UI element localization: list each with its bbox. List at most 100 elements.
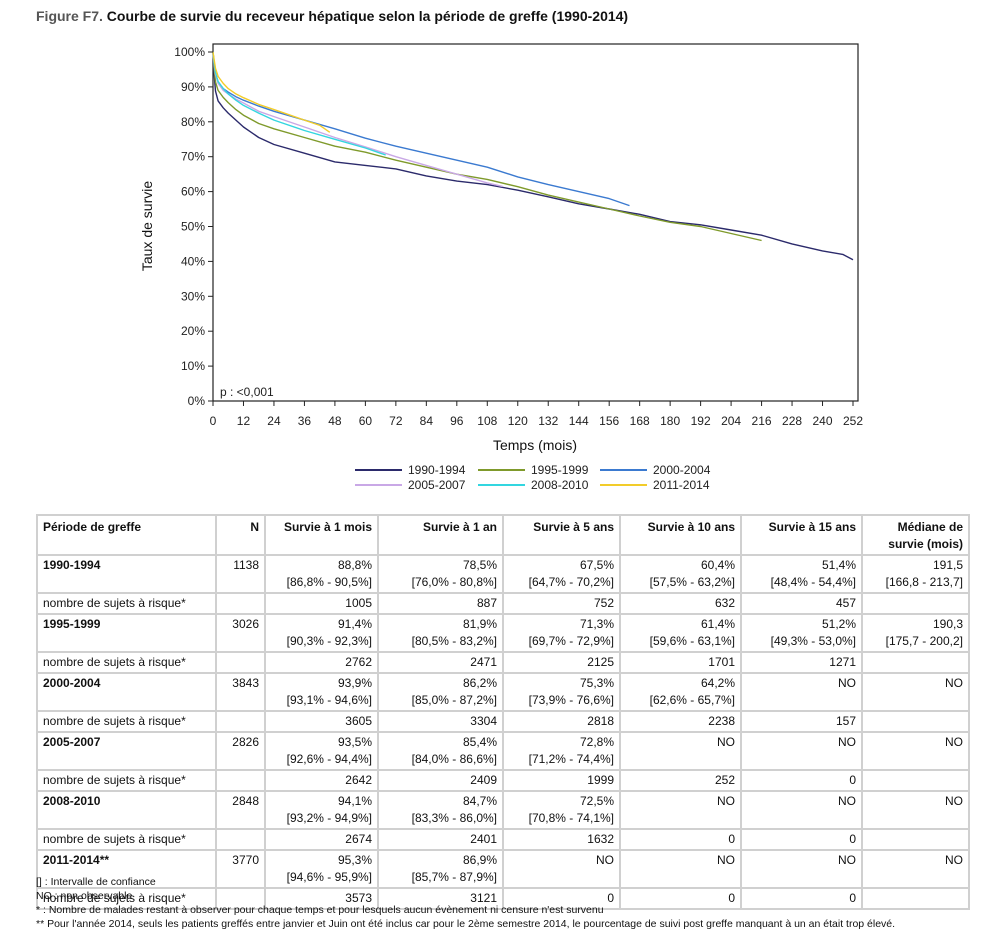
x-tick-label: 192	[691, 414, 711, 428]
y-tick-label: 90%	[181, 80, 205, 94]
estimate: NO	[945, 676, 963, 690]
table-row: 1995-1999 3026 91,4% [90,3% - 92,3%] 81,9% [8…	[36, 613, 970, 653]
estimate: NO	[945, 735, 963, 749]
at-risk-cell: 0	[619, 828, 742, 851]
estimate: NO	[717, 794, 735, 808]
x-tick-label: 72	[389, 414, 403, 428]
estimate: 95,3%	[337, 853, 372, 867]
series-lines	[212, 51, 854, 261]
estimate: 64,2%	[700, 676, 735, 690]
x-tick-label: 48	[328, 414, 342, 428]
value-cell: 71,3% [69,7% - 72,9%]	[502, 613, 621, 653]
legend-label: 2008-2010	[531, 478, 589, 492]
at-risk-cell: 0	[740, 769, 863, 792]
x-tick-label: 228	[782, 414, 802, 428]
x-tick-label: 84	[420, 414, 434, 428]
at-risk-label: nombre de sujets à risque*	[36, 592, 217, 615]
confidence-interval: [57,5% - 63,2%]	[649, 575, 735, 589]
series-line-1995-1999	[212, 51, 762, 242]
value-cell: NO	[619, 790, 742, 830]
confidence-interval	[747, 692, 856, 709]
value-cell: NO	[740, 849, 863, 889]
estimate: 84,7%	[462, 794, 497, 808]
value-cell: NO	[619, 731, 742, 771]
confidence-interval	[868, 751, 963, 768]
value-cell: 67,5% [64,7% - 70,2%]	[502, 554, 621, 594]
confidence-interval: [84,0% - 86,6%]	[411, 752, 497, 766]
value-cell: 93,5% [92,6% - 94,4%]	[264, 731, 379, 771]
at-risk-cell: 3304	[377, 710, 504, 733]
n-cell: 3770	[215, 849, 266, 889]
period-cell: 2008-2010	[36, 790, 217, 830]
value-cell: 86,2% [85,0% - 87,2%]	[377, 672, 504, 712]
at-risk-label: nombre de sujets à risque*	[36, 651, 217, 674]
at-risk-cell: 2471	[377, 651, 504, 674]
value-cell: NO	[740, 790, 863, 830]
n-cell: 2848	[215, 790, 266, 830]
series-line-2011-2014	[212, 51, 331, 133]
period-cell: 2005-2007	[36, 731, 217, 771]
footnotes: [] : Intervalle de confiance NO : non ob…	[36, 875, 895, 931]
y-tick-label: 50%	[181, 220, 205, 234]
estimate: 93,9%	[337, 676, 372, 690]
value-cell: 191,5 [166,8 - 213,7]	[861, 554, 970, 594]
confidence-interval: [166,8 - 213,7]	[885, 575, 963, 589]
x-tick-label: 36	[298, 414, 312, 428]
at-risk-row: nombre de sujets à risque* 1005 887 752 632 4…	[36, 592, 970, 615]
confidence-interval: [94,6% - 95,9%]	[286, 870, 372, 884]
value-cell: NO	[502, 849, 621, 889]
n-cell: 1138	[215, 554, 266, 594]
estimate: NO	[945, 794, 963, 808]
confidence-interval: [86,8% - 90,5%]	[286, 575, 372, 589]
at-risk-cell: 2409	[377, 769, 504, 792]
legend-item: 2008-2010	[478, 478, 589, 492]
estimate: NO	[717, 735, 735, 749]
estimate: 51,4%	[821, 558, 856, 572]
at-risk-cell: 3573	[264, 887, 379, 910]
figure-title-text: Courbe de survie du receveur hépatique s…	[106, 8, 629, 24]
at-risk-cell: 0	[502, 887, 621, 910]
header-median: Médiane de survie (mois)	[861, 514, 970, 556]
value-cell: 72,5% [70,8% - 74,1%]	[502, 790, 621, 830]
x-tick-label: 240	[813, 414, 833, 428]
at-risk-cell: 2642	[264, 769, 379, 792]
confidence-interval	[626, 751, 735, 768]
at-risk-cell	[861, 828, 970, 851]
y-tick-label: 10%	[181, 359, 205, 373]
at-risk-cell: 887	[377, 592, 504, 615]
confidence-interval: [85,7% - 87,9%]	[411, 870, 497, 884]
value-cell: 64,2% [62,6% - 65,7%]	[619, 672, 742, 712]
at-risk-row: nombre de sujets à risque* 2674 2401 1632 0 0	[36, 828, 970, 851]
value-cell: NO	[861, 731, 970, 771]
x-tick-label: 0	[210, 414, 217, 428]
at-risk-cell: 3121	[377, 887, 504, 910]
at-risk-label: nombre de sujets à risque*	[36, 828, 217, 851]
value-cell: 61,4% [59,6% - 63,1%]	[619, 613, 742, 653]
header-period: Période de greffe	[36, 514, 217, 556]
estimate: 93,5%	[337, 735, 372, 749]
value-cell: 81,9% [80,5% - 83,2%]	[377, 613, 504, 653]
estimate: NO	[717, 853, 735, 867]
legend-item: 1995-1999	[478, 463, 589, 477]
x-tick-label: 180	[660, 414, 680, 428]
confidence-interval: [70,8% - 74,1%]	[528, 811, 614, 825]
table-header-row: Période de greffe N Survie à 1 mois Surv…	[36, 514, 970, 556]
at-risk-row: nombre de sujets à risque* 3573 3121 0 0 0	[36, 887, 970, 910]
confidence-interval: [62,6% - 65,7%]	[649, 693, 735, 707]
legend-label: 1990-1994	[408, 463, 466, 477]
y-tick-label: 20%	[181, 324, 205, 338]
estimate: 75,3%	[579, 676, 614, 690]
x-tick-label: 252	[843, 414, 863, 428]
legend-item: 2005-2007	[355, 478, 466, 492]
at-risk-cell	[861, 710, 970, 733]
estimate: 51,2%	[821, 617, 856, 631]
value-cell: NO	[861, 849, 970, 889]
header-1-month: Survie à 1 mois	[264, 514, 379, 556]
table-row: 2008-2010 2848 94,1% [93,2% - 94,9%] 84,7% [8…	[36, 790, 970, 830]
legend-label: 2000-2004	[653, 463, 711, 477]
x-tick-label: 12	[237, 414, 251, 428]
at-risk-cell: 1271	[740, 651, 863, 674]
table-row: 2011-2014** 3770 95,3% [94,6% - 95,9%] 86,9%…	[36, 849, 970, 889]
at-risk-cell: 1632	[502, 828, 621, 851]
legend-item: 2011-2014	[600, 478, 710, 492]
